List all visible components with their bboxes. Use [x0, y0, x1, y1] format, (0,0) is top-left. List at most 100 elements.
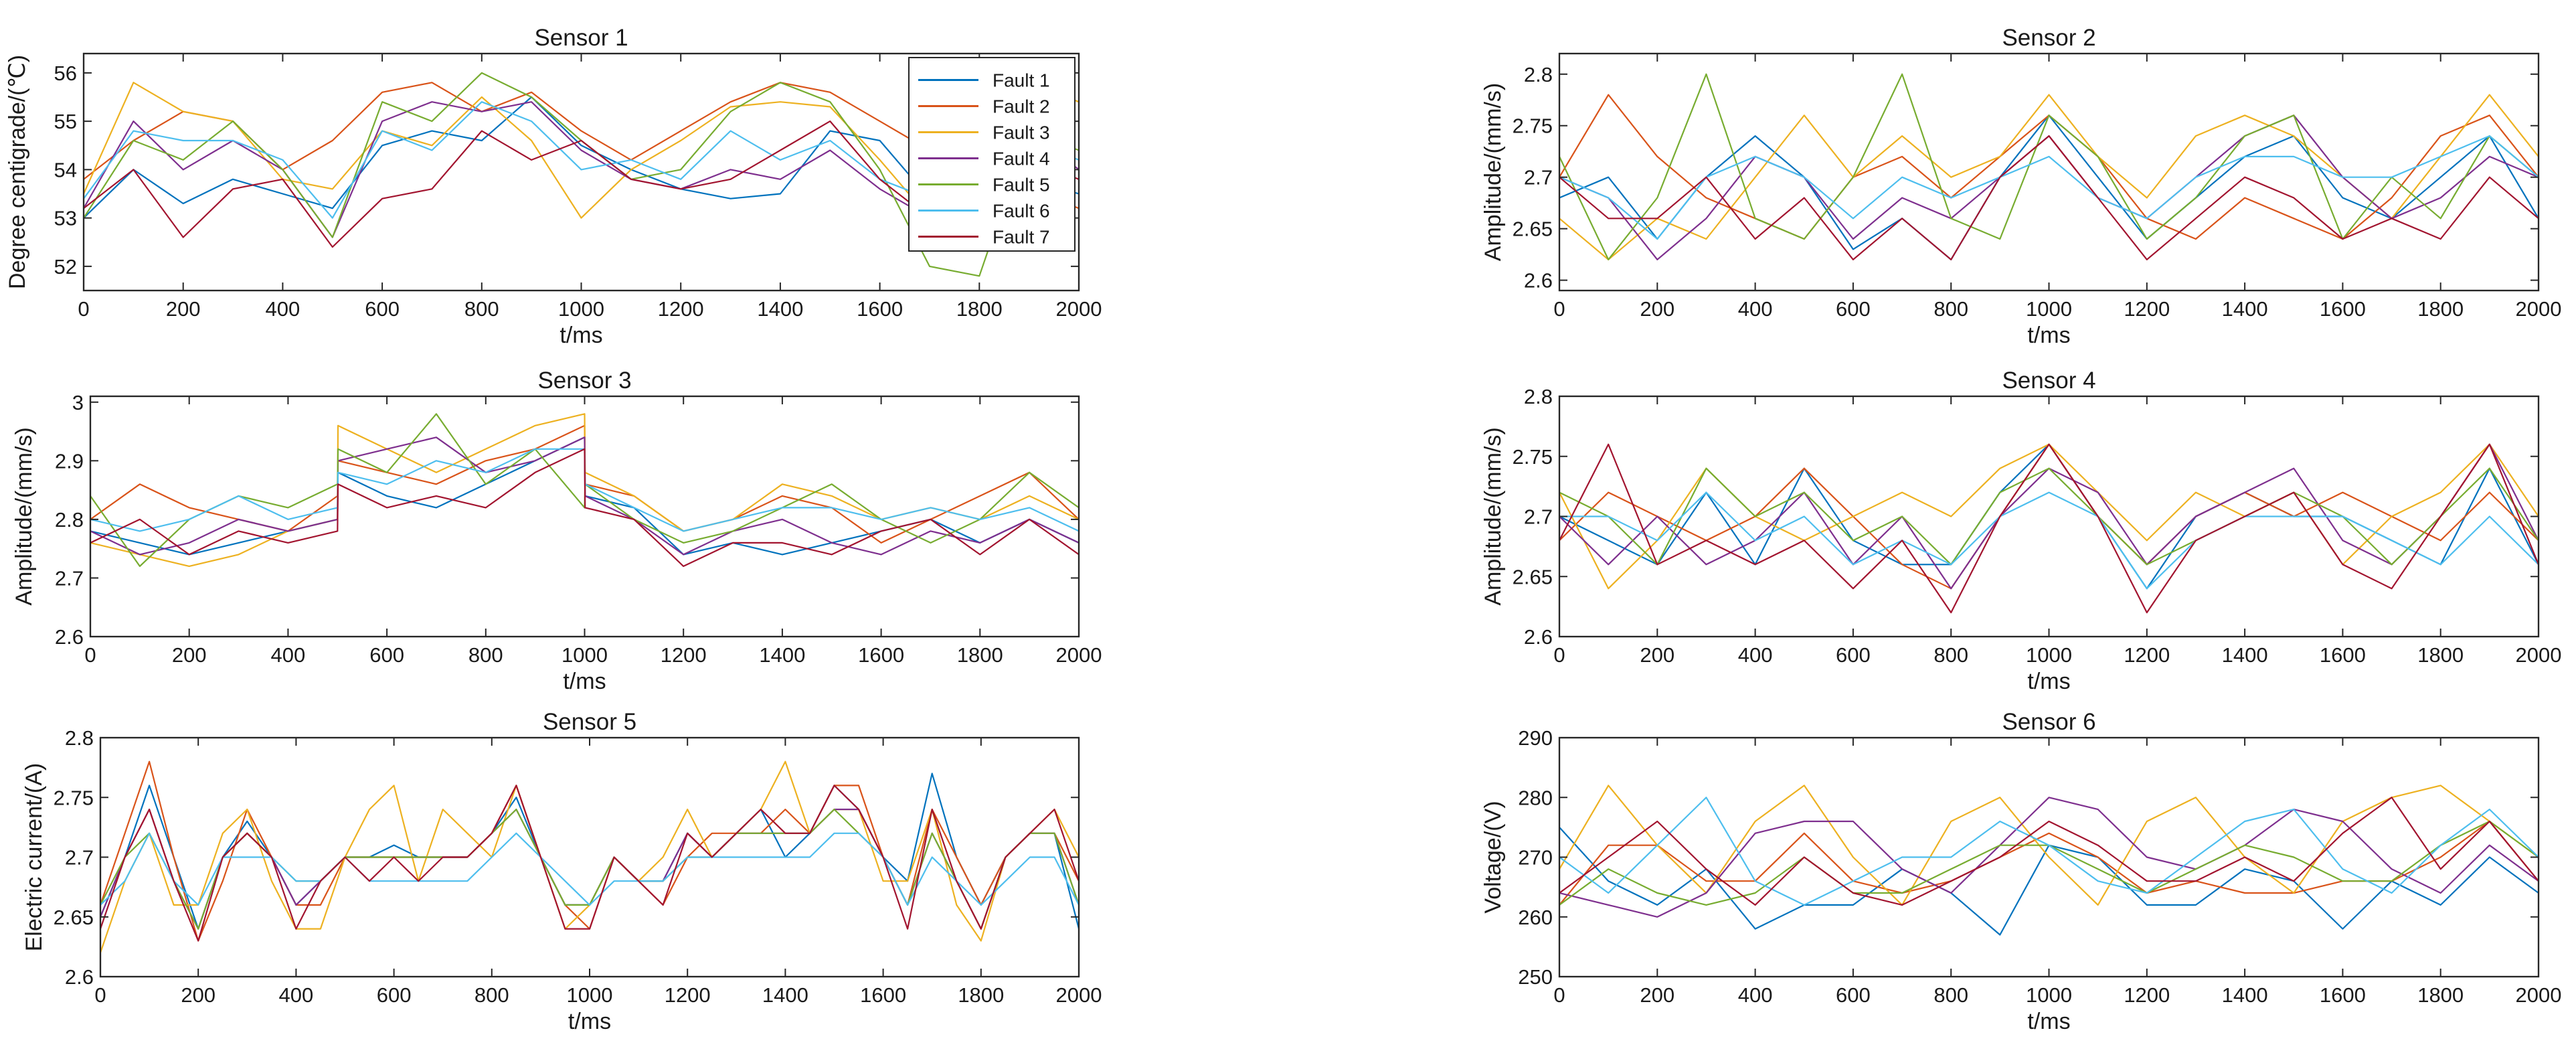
sensor5-ytick-label: 2.75: [54, 786, 94, 809]
sensor3-series-7: [90, 448, 1079, 568]
sensor3-ylabel: Amplitude/(mm/s): [11, 427, 37, 605]
sensor4-xtick-label: 800: [1934, 643, 1968, 667]
sensor3-xlabel: t/ms: [563, 669, 606, 694]
sensor1-legend-label-7: Fault 7: [993, 227, 1050, 248]
sensor4-xtick-label: 1200: [2124, 643, 2170, 667]
sensor3-xtick-label: 2000: [1056, 643, 1102, 667]
sensor6-chart: 0 200 400 600 800 1000 1200 1400 1600 1800 2000 250…: [1480, 709, 2561, 1034]
sensor2-ytick-label: 2.7: [1524, 166, 1553, 189]
sensor3-xtick-label: 400: [271, 643, 306, 667]
sensor3-xtick-label: 1000: [562, 643, 608, 667]
sensor1-xtick-label: 600: [365, 297, 400, 321]
sensor4-ytick-label: 2.7: [1524, 505, 1553, 529]
sensor3-ytick-label: 2.8: [55, 508, 84, 532]
sensor6-xtick-label: 1000: [2026, 983, 2072, 1007]
sensor5-xtick-label: 800: [475, 983, 509, 1007]
sensor5-xlabel: t/ms: [568, 1009, 611, 1034]
sensor1-legend-label-1: Fault 1: [993, 70, 1050, 91]
sensor3-xtick-label: 0: [84, 643, 96, 667]
sensor2-series-6: [1559, 135, 2539, 240]
sensor2-ylabel: Amplitude/(mm/s): [1480, 83, 1506, 261]
sensor1-legend-label-5: Fault 5: [993, 175, 1050, 195]
sensor5-ytick-label: 2.7: [65, 846, 94, 870]
sensor1-ytick-label: 55: [54, 110, 77, 133]
sensor3-xtick-label: 1400: [759, 643, 805, 667]
sensor3-title: Sensor 3: [537, 368, 631, 394]
sensor4-series-5: [1559, 467, 2539, 566]
sensor2-series-5: [1559, 73, 2539, 260]
sensor5-chart: 0 200 400 600 800 1000 1200 1400 1600 1800 2000 2.6…: [21, 709, 1102, 1034]
sensor5-xtick-label: 600: [377, 983, 412, 1007]
sensor2-xlabel: t/ms: [2027, 323, 2070, 348]
sensor2-xtick-label: 200: [1640, 297, 1675, 321]
sensor4-ytick-label: 2.75: [1513, 445, 1553, 469]
sensor2-xtick-label: 0: [1553, 297, 1565, 321]
sensor4-title: Sensor 4: [2002, 368, 2095, 394]
sensor1-legend-label-6: Fault 6: [993, 201, 1050, 222]
sensor1-xtick-label: 1000: [558, 297, 604, 321]
sensor1-legend: Fault 1 Fault 2 Fault 3 Fault 4 Fault 5 Fault…: [908, 57, 1076, 252]
sensor6-xtick-label: 2000: [2516, 983, 2562, 1007]
sensor2-xtick-label: 1200: [2124, 297, 2170, 321]
sensor5-xtick-label: 1800: [958, 983, 1004, 1007]
sensor2-xtick-label: 2000: [2516, 297, 2562, 321]
sensor4-xtick-label: 0: [1553, 643, 1565, 667]
sensor4-series-7: [1559, 443, 2539, 614]
sensor4-xtick-label: 600: [1836, 643, 1871, 667]
sensor6-xtick-label: 200: [1640, 983, 1675, 1007]
sensor4-chart: 0 200 400 600 800 1000 1200 1400 1600 1800 2000 2.6…: [1480, 368, 2561, 694]
sensor3-xtick-label: 1800: [957, 643, 1003, 667]
sensor5-ytick-label: 2.6: [65, 965, 94, 989]
sensor3-ytick-label: 2.9: [55, 449, 84, 473]
sensor1-xlabel: t/ms: [560, 323, 602, 348]
sensor5-ytick-label: 2.65: [54, 906, 94, 929]
sensor5-series-group: [100, 760, 1079, 953]
sensor6-xtick-label: 1800: [2417, 983, 2464, 1007]
sensor3-ytick-label: 3: [72, 391, 84, 414]
sensor4-ytick-label: 2.65: [1513, 565, 1553, 588]
sensor2-xtick-label: 800: [1934, 297, 1968, 321]
sensor1-xtick-label: 0: [78, 297, 89, 321]
sensor1-xtick-label: 1200: [658, 297, 704, 321]
sensor5-xtick-label: 1200: [665, 983, 711, 1007]
sensor5-xtick-label: 1400: [762, 983, 808, 1007]
sensor6-xtick-label: 1200: [2124, 983, 2170, 1007]
sensor3-ytick-label: 2.6: [55, 625, 84, 649]
sensor4-xtick-label: 1600: [2320, 643, 2366, 667]
sensor1-legend-label-3: Fault 3: [993, 123, 1050, 143]
sensor4-xtick-label: 1400: [2222, 643, 2268, 667]
sensor1-xtick-label: 200: [166, 297, 201, 321]
sensor6-ylabel: Voltage/(V): [1480, 801, 1506, 913]
sensor1-ytick-label: 53: [54, 207, 77, 230]
sensor6-series-3: [1559, 785, 2539, 906]
sensor1-legend-label-4: Fault 4: [993, 149, 1050, 169]
sensor1-ytick-label: 56: [54, 62, 77, 85]
sensor4-ytick-label: 2.6: [1524, 625, 1553, 649]
sensor6-ytick-label: 260: [1518, 906, 1553, 929]
sensor1-legend-box: [908, 57, 1076, 252]
sensor2-chart: 0 200 400 600 800 1000 1200 1400 1600 1800 2000 2.6…: [1480, 25, 2561, 348]
sensor2-series-7: [1559, 135, 2539, 260]
sensor2-ytick-label: 2.75: [1513, 114, 1553, 138]
sensor6-xtick-label: 1600: [2320, 983, 2366, 1007]
sensor4-xtick-label: 2000: [2516, 643, 2562, 667]
sensor3-xtick-label: 200: [172, 643, 207, 667]
sensor1-xtick-label: 1400: [757, 297, 803, 321]
sensor1-legend-label-2: Fault 2: [993, 96, 1050, 117]
sensor1-xtick-label: 2000: [1056, 297, 1102, 321]
sensor2-axes-frame: [1558, 52, 2540, 292]
sensor5-xtick-label: 1000: [567, 983, 613, 1007]
sensor4-xlabel: t/ms: [2027, 669, 2070, 694]
sensor4-xtick-label: 400: [1738, 643, 1773, 667]
sensor6-ytick-label: 250: [1518, 965, 1553, 989]
sensor5-xtick-label: 400: [279, 983, 314, 1007]
sensor1-xtick-label: 800: [464, 297, 499, 321]
sensor6-ytick-label: 280: [1518, 786, 1553, 809]
sensor1-xtick-label: 1600: [857, 297, 903, 321]
sensor6-xtick-label: 0: [1553, 983, 1565, 1007]
sensor6-series-7: [1559, 797, 2539, 906]
sensor6-series-group: [1559, 785, 2539, 936]
sensor3-xtick-label: 1200: [661, 643, 707, 667]
sensor2-xtick-label: 1600: [2320, 297, 2366, 321]
